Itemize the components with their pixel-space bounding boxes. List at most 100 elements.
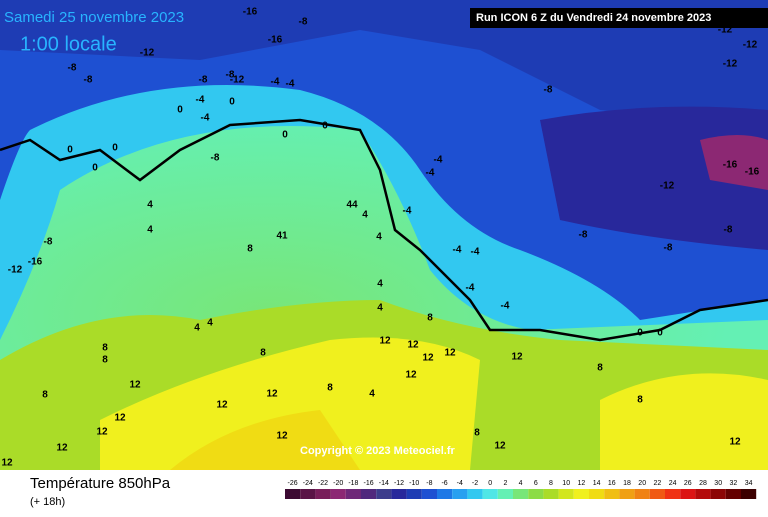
contour-label: 4 — [369, 389, 375, 400]
contour-label: -8 — [68, 63, 77, 74]
scale-label: 0 — [488, 480, 492, 487]
contour-label: -8 — [44, 237, 53, 248]
scale-label: -24 — [303, 480, 313, 487]
scale-swatch — [710, 489, 726, 499]
contour-label: 12 — [379, 336, 391, 347]
contour-label: -8 — [199, 75, 208, 86]
scale-label: 8 — [549, 480, 553, 487]
time: 1:00 locale — [20, 33, 117, 55]
scale-label: 26 — [684, 480, 692, 487]
contour-label: -12 — [660, 181, 675, 192]
contour-label: 0 — [637, 328, 643, 339]
contour-label: -4 — [501, 301, 510, 312]
scale-swatch — [421, 489, 437, 499]
scale-label: 32 — [730, 480, 738, 487]
contour-label: -8 — [226, 70, 235, 81]
contour-label: 12 — [1, 458, 13, 469]
contour-label: -8 — [84, 75, 93, 86]
scale-swatch — [361, 489, 377, 499]
scale-swatch — [345, 489, 361, 499]
scale-label: -6 — [441, 480, 447, 487]
contour-label: 0 — [657, 328, 663, 339]
contour-label: 0 — [229, 97, 235, 108]
scale-swatch — [437, 489, 453, 499]
contour-label: 0 — [67, 145, 73, 156]
contour-label: -8 — [664, 243, 673, 254]
scale-swatch — [467, 489, 483, 499]
contour-label: 8 — [102, 343, 108, 354]
contour-label: 0 — [282, 130, 288, 141]
contour-label: 12 — [266, 389, 278, 400]
contour-label: -12 — [743, 40, 758, 51]
scale-swatch — [558, 489, 574, 499]
scale-swatch — [680, 489, 696, 499]
contour-label: 8 — [597, 363, 603, 374]
contour-label: -16 — [243, 7, 258, 18]
contour-label: -4 — [196, 95, 205, 106]
color-scale: -26 -24 -22 -20 -18 -16 -14 -12 -10 -8 -6 -4 -2 0 2 4 6 8… — [285, 480, 757, 499]
contour-label: 12 — [422, 353, 434, 364]
contour-label: -12 — [8, 265, 23, 276]
contour-label: -4 — [426, 168, 435, 179]
date: Samedi 25 novembre 2023 — [4, 9, 184, 26]
contour-label: -8 — [299, 17, 308, 28]
contour-label: -12 — [140, 48, 155, 59]
contour-label: -4 — [403, 206, 412, 217]
scale-swatch — [285, 489, 301, 499]
copyright: Copyright © 2023 Meteociel.fr — [300, 445, 456, 457]
contour-label: -4 — [434, 155, 443, 166]
scale-swatch — [497, 489, 513, 499]
contour-label: -12 — [230, 75, 245, 86]
scale-swatch — [452, 489, 468, 499]
scale-label: -14 — [379, 480, 389, 487]
contour-label: 0 — [92, 163, 98, 174]
scale-swatch — [482, 489, 498, 499]
contour-label: 4 — [376, 232, 382, 243]
contour-label: 0 — [112, 143, 118, 154]
scale-label: 4 — [519, 480, 523, 487]
scale-swatch — [725, 489, 741, 499]
scale-label: -16 — [364, 480, 374, 487]
scale-swatch — [543, 489, 559, 499]
scale-label: 12 — [578, 480, 586, 487]
scale-label: 6 — [534, 480, 538, 487]
scale-label: -4 — [457, 480, 463, 487]
scale-label: 34 — [745, 480, 753, 487]
contour-label: 4 — [377, 303, 383, 314]
contour-label: -4 — [471, 247, 480, 258]
contour-label: -8 — [544, 85, 553, 96]
contour-label: 12 — [129, 380, 141, 391]
contour-label: 8 — [42, 390, 48, 401]
scale-label: 28 — [699, 480, 707, 487]
scale-label: 18 — [623, 480, 631, 487]
contour-label: -16 — [28, 257, 43, 268]
map — [0, 0, 768, 470]
scale-label: 2 — [503, 480, 507, 487]
contour-label: 4 — [194, 323, 200, 334]
contour-label: -4 — [453, 245, 462, 256]
scale-swatch — [634, 489, 650, 499]
scale-label: -2 — [472, 480, 478, 487]
contour-label: -4 — [286, 79, 295, 90]
scale-label: 24 — [669, 480, 677, 487]
scale-label: 20 — [638, 480, 646, 487]
scale-swatch — [573, 489, 589, 499]
scale-swatch — [619, 489, 635, 499]
contour-label: 12 — [494, 441, 506, 452]
scale-swatch — [589, 489, 605, 499]
scale-swatch — [604, 489, 620, 499]
scale-label: 30 — [714, 480, 722, 487]
scale-swatch — [528, 489, 544, 499]
contour-label: 4 — [207, 318, 213, 329]
scale-label: 14 — [593, 480, 601, 487]
contour-label: 44 — [346, 200, 358, 211]
contour-label: -8 — [724, 225, 733, 236]
run-info: Run ICON 6 Z du Vendredi 24 novembre 202… — [476, 12, 711, 24]
contour-label: 12 — [729, 437, 741, 448]
contour-label: -4 — [271, 77, 280, 88]
contour-label: -16 — [723, 160, 738, 171]
contour-label: 12 — [96, 427, 108, 438]
contour-label: 8 — [247, 244, 253, 255]
contour-label: 12 — [114, 413, 126, 424]
